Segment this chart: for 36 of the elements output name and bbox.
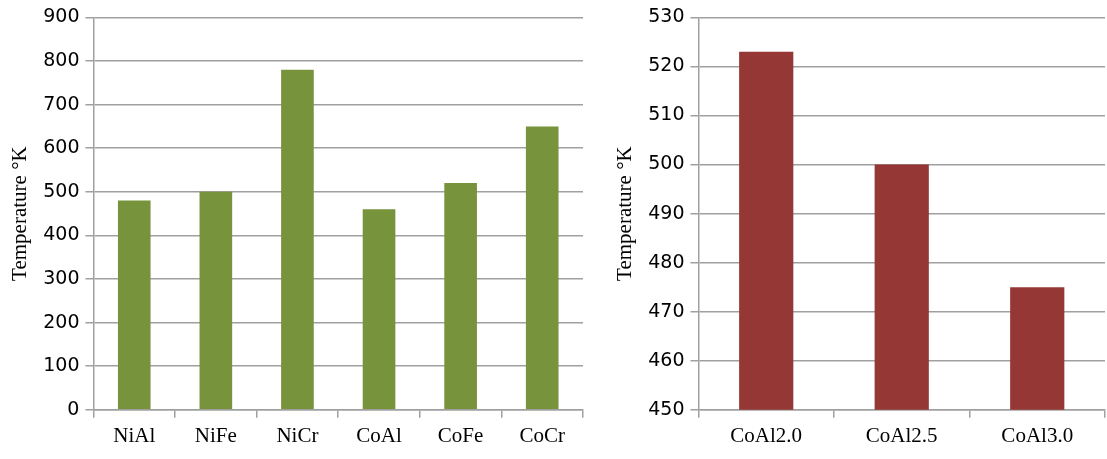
bar	[199, 191, 233, 410]
x-tick-label: CoFe	[437, 422, 484, 447]
y-tick-label: 530	[648, 4, 685, 27]
y-tick-label: 480	[648, 249, 685, 272]
bar	[362, 209, 396, 410]
y-tick-label: 200	[43, 309, 80, 332]
y-tick-label: 490	[648, 200, 685, 223]
x-tick-label: NiAl	[113, 422, 156, 447]
x-tick-label: CoAl2.5	[865, 422, 938, 447]
x-tick-label: NiFe	[194, 422, 237, 447]
y-tick-label: 300	[43, 265, 80, 288]
y-tick-label: 900	[43, 4, 80, 27]
bar	[444, 183, 477, 410]
x-tick-label: CoAl	[356, 422, 402, 447]
y-tick-label: 520	[648, 53, 685, 76]
x-tick-label: CoAl2.0	[730, 422, 803, 447]
y-axis-title: Temperature °K	[612, 146, 637, 281]
x-tick-label: CoAl3.0	[1001, 422, 1074, 447]
y-tick-label: 400	[43, 222, 80, 245]
y-tick-label: 500	[648, 151, 685, 174]
y-axis-title: Temperature °K	[7, 146, 32, 281]
y-tick-label: 510	[648, 102, 685, 125]
y-tick-label: 500	[43, 178, 80, 201]
y-tick-label: 450	[648, 396, 685, 419]
y-tick-label: 700	[43, 91, 80, 114]
bar	[281, 69, 314, 410]
y-tick-label: 800	[43, 47, 80, 70]
x-tick-label: NiCr	[276, 422, 319, 447]
y-tick-label: 0	[67, 396, 80, 419]
y-tick-label: 600	[43, 135, 80, 158]
bar	[525, 126, 559, 410]
y-tick-label: 460	[648, 347, 685, 370]
y-tick-label: 470	[648, 298, 685, 321]
y-tick-label: 100	[43, 353, 80, 376]
x-tick-label: CoCr	[519, 422, 565, 447]
bar	[117, 200, 151, 410]
